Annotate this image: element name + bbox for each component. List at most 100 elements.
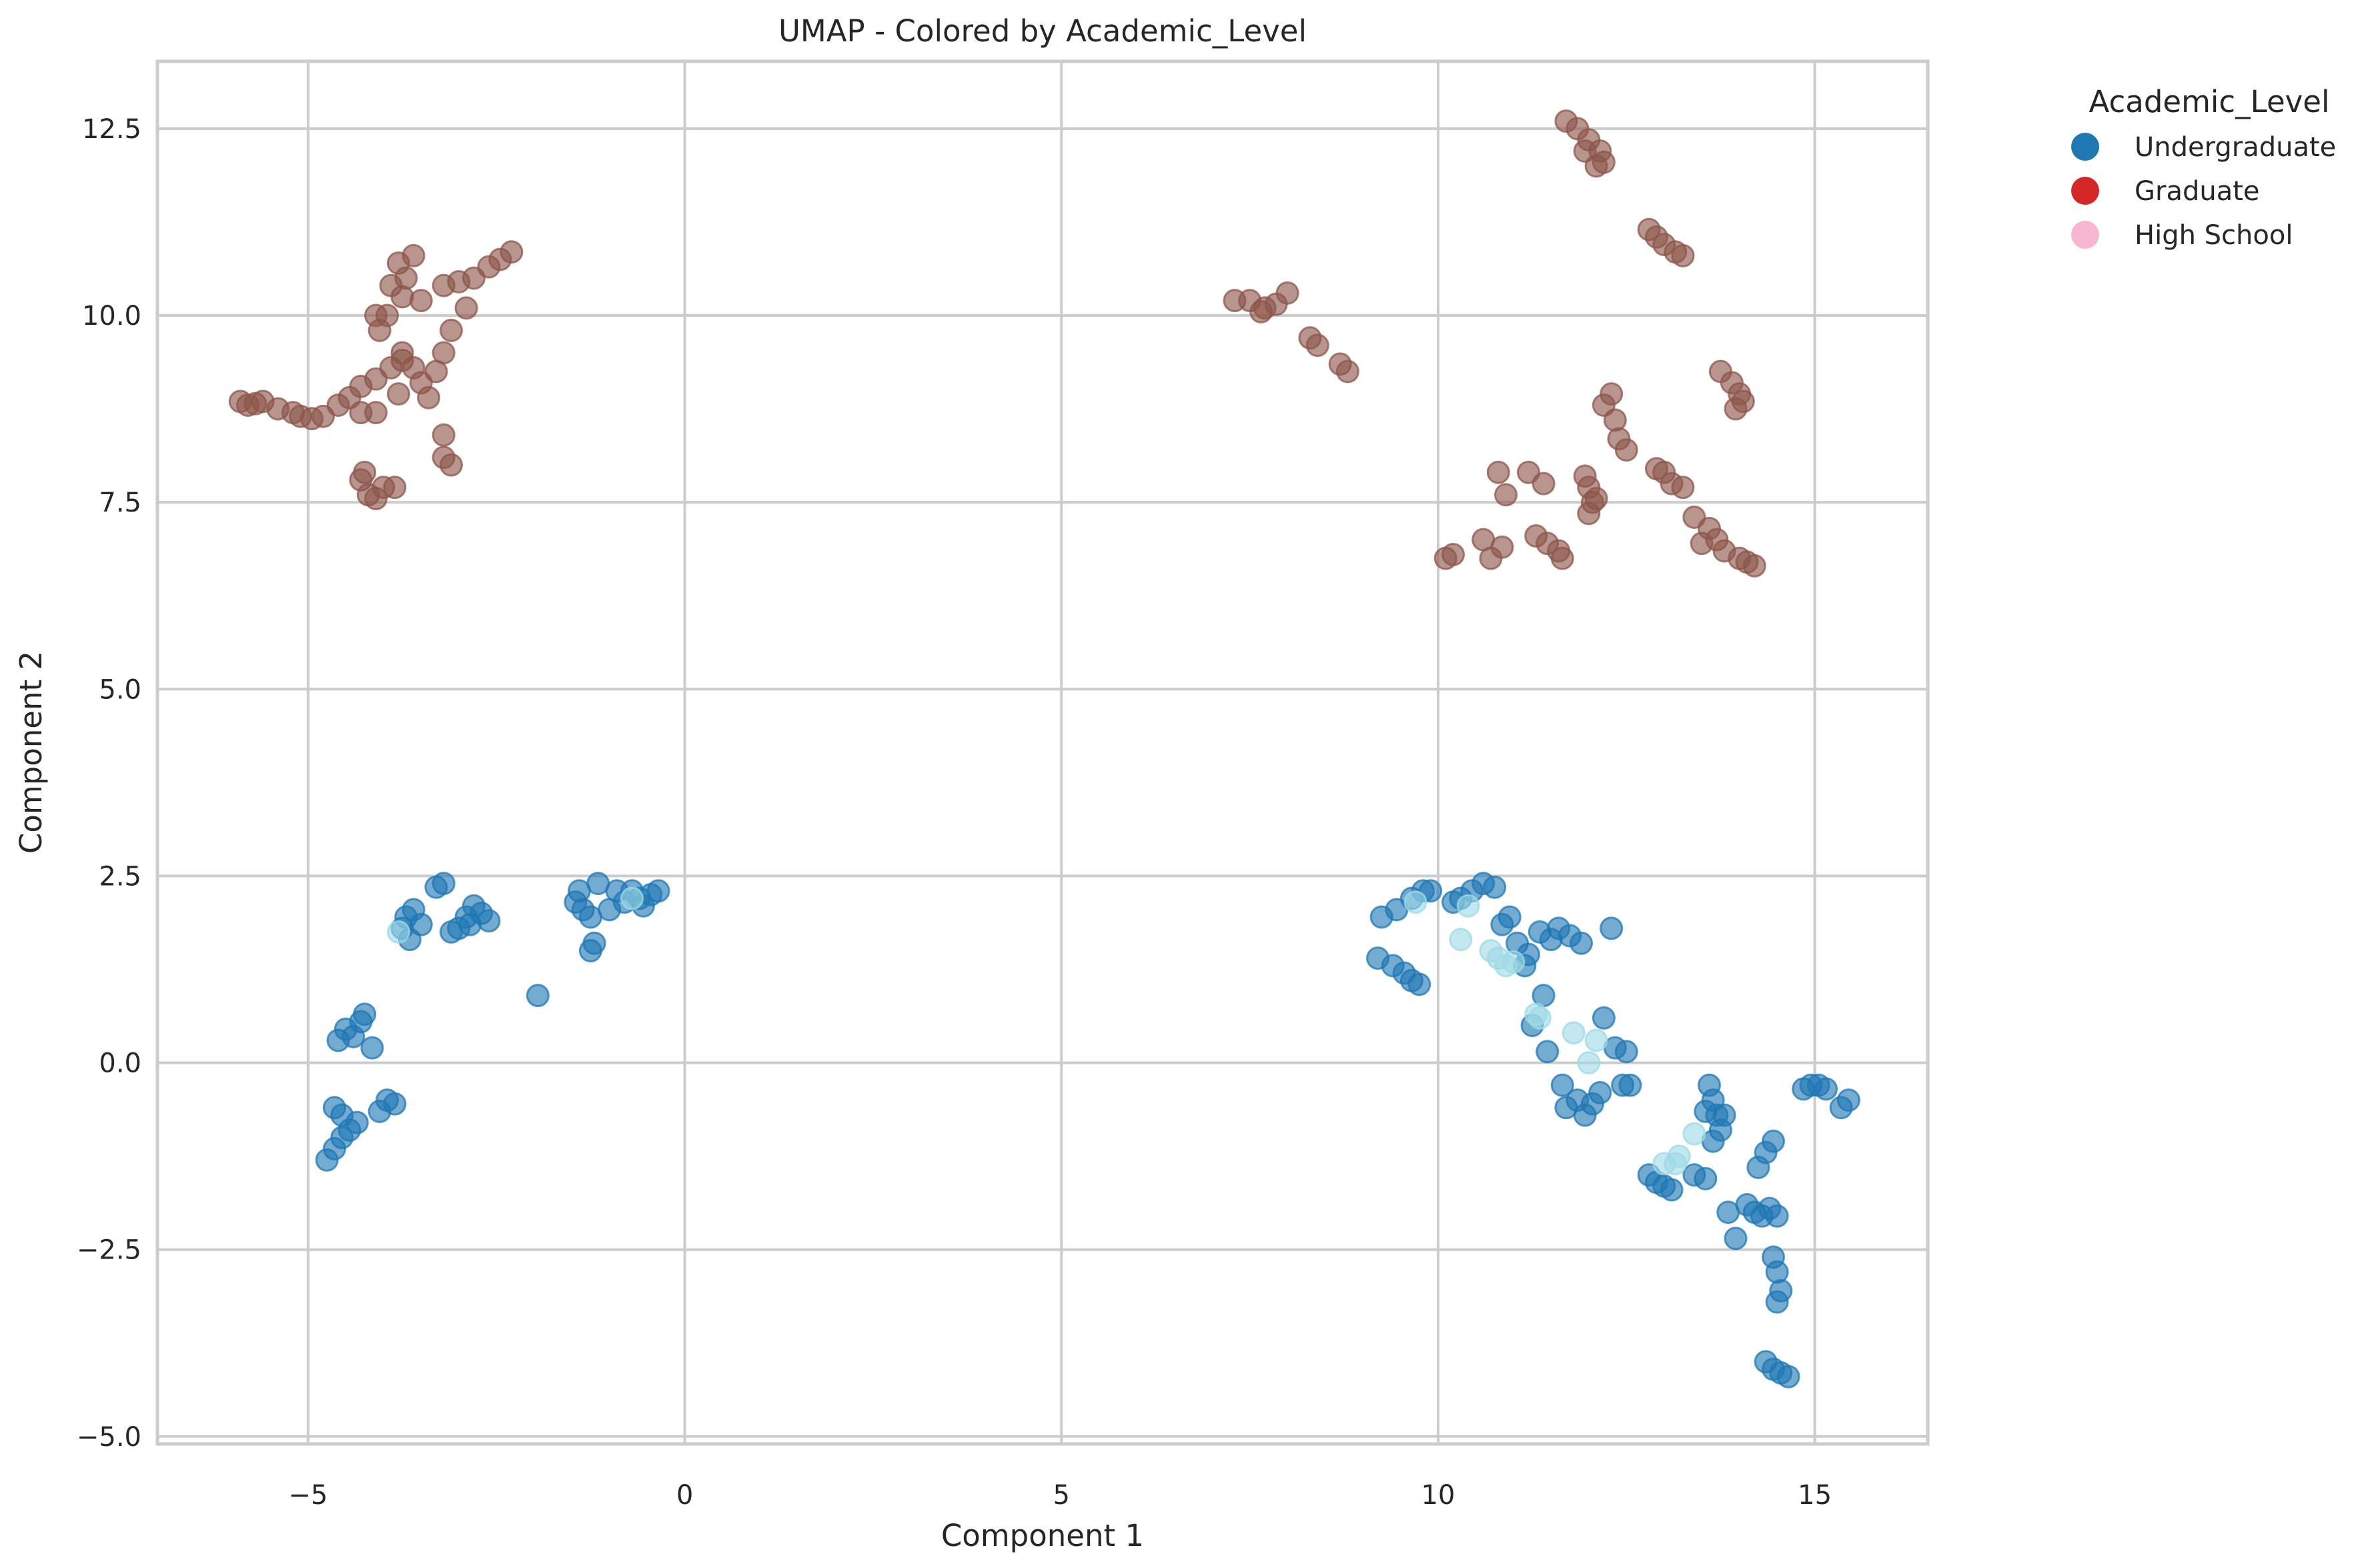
- scatter-point: [1603, 408, 1627, 432]
- scatter-point: [567, 879, 591, 903]
- scatter-point: [409, 912, 433, 936]
- scatter-point: [1449, 928, 1473, 952]
- x-tick-label: 15: [1798, 1480, 1832, 1511]
- scatter-point: [1502, 950, 1526, 974]
- scatter-point: [360, 1036, 384, 1060]
- scatter-point: [1573, 139, 1597, 163]
- scatter-point: [1569, 931, 1593, 955]
- scatter-point: [1660, 1178, 1684, 1202]
- scatter-point: [330, 1103, 354, 1127]
- scatter-point: [1584, 1028, 1608, 1052]
- chart-title: UMAP - Colored by Academic_Level: [778, 13, 1307, 49]
- scatter-point: [1694, 1166, 1718, 1191]
- scatter-point: [1664, 1152, 1688, 1176]
- scatter-point: [390, 341, 414, 365]
- scatter-point: [402, 243, 426, 267]
- y-tick-label: 12.5: [82, 114, 141, 145]
- scatter-point: [1490, 535, 1514, 559]
- scatter-point: [458, 912, 482, 936]
- scatter-point: [1671, 243, 1695, 267]
- scatter-point: [1588, 1080, 1612, 1104]
- scatter-point: [1690, 532, 1714, 556]
- scatter-point: [646, 879, 670, 903]
- legend-entries: Undergraduate Graduate High School: [2071, 132, 2336, 251]
- y-tick-labels: −5.0 −2.5 0.0 2.5 5.0 7.5 10.0 12.5: [77, 114, 141, 1453]
- scatter-point: [1494, 483, 1518, 507]
- scatter-point: [1671, 476, 1695, 500]
- legend-label: Undergraduate: [2135, 132, 2336, 163]
- y-tick-label: 7.5: [99, 488, 141, 518]
- scatter-point: [353, 460, 377, 484]
- y-tick-label: −5.0: [77, 1422, 141, 1453]
- x-tick-label: −5: [288, 1480, 328, 1511]
- grid: [157, 61, 1928, 1444]
- scatter-point: [1486, 460, 1510, 484]
- x-tick-label: 5: [1053, 1480, 1070, 1511]
- scatter-point: [432, 423, 456, 447]
- scatter-point: [1682, 1122, 1706, 1146]
- y-tick-label: 10.0: [82, 301, 141, 331]
- scatter-point: [1618, 1073, 1642, 1097]
- scatter-point: [620, 886, 644, 910]
- scatter-point: [1550, 1073, 1574, 1097]
- scatter-point: [368, 318, 392, 342]
- legend: Academic_Level Undergraduate Graduate High…: [2071, 84, 2336, 251]
- scatter-point: [1249, 299, 1273, 323]
- legend-marker: [2071, 177, 2099, 205]
- scatter-point: [1592, 150, 1616, 174]
- scatter-point: [1614, 1040, 1638, 1064]
- x-tick-label: 10: [1421, 1480, 1455, 1511]
- legend-title: Academic_Level: [2089, 84, 2330, 119]
- scatter-point: [1724, 1227, 1748, 1251]
- scatter-point: [1407, 972, 1431, 996]
- legend-label: High School: [2135, 220, 2293, 251]
- scatter-point: [1532, 472, 1556, 496]
- scatter-point: [1600, 916, 1624, 940]
- scatter-point: [1765, 1260, 1789, 1284]
- scatter-point: [1765, 1204, 1789, 1228]
- scatter-point: [390, 285, 414, 309]
- scatter-point: [409, 289, 433, 313]
- scatter-point: [1536, 1040, 1560, 1064]
- scatter-point: [1550, 546, 1574, 570]
- scatter-point: [1403, 890, 1427, 914]
- scatter-point: [1592, 1006, 1616, 1030]
- scatter-point: [578, 938, 602, 962]
- scatter-point: [364, 401, 388, 425]
- legend-marker: [2071, 133, 2099, 161]
- legend-marker: [2071, 221, 2099, 249]
- y-tick-label: 2.5: [99, 861, 141, 892]
- scatter-point: [1456, 894, 1480, 918]
- scatter-point: [1761, 1129, 1785, 1153]
- x-tick-label: 0: [676, 1480, 693, 1511]
- y-tick-label: 0.0: [99, 1048, 141, 1079]
- scatter-point: [439, 453, 463, 477]
- scatter-point: [439, 318, 463, 342]
- scatter-point: [1483, 875, 1507, 899]
- scatter-points: [228, 109, 1860, 1389]
- scatter-point: [1528, 1006, 1552, 1030]
- scatter-point: [1765, 1290, 1789, 1314]
- scatter-point: [1577, 1051, 1601, 1075]
- scatter-point: [386, 382, 410, 406]
- scatter-point: [1335, 359, 1359, 383]
- scatter-point: [1441, 543, 1465, 567]
- y-tick-label: −2.5: [77, 1235, 141, 1266]
- scatter-point: [500, 240, 524, 264]
- scatter-point: [432, 341, 456, 365]
- scatter-point: [1814, 1077, 1838, 1101]
- scatter-point: [1577, 502, 1601, 526]
- legend-label: Graduate: [2135, 176, 2260, 207]
- scatter-point: [1275, 281, 1299, 305]
- scatter-point: [353, 1002, 377, 1026]
- scatter-point: [383, 1092, 407, 1116]
- scatter-point: [1742, 554, 1766, 578]
- scatter-point: [477, 909, 501, 933]
- scatter-point: [526, 984, 550, 1008]
- plot-frame: [155, 59, 1930, 1446]
- x-tick-labels: −5 0 5 10 15: [288, 1480, 1832, 1511]
- x-axis-label: Component 1: [941, 1518, 1144, 1553]
- scatter-point: [1498, 905, 1522, 929]
